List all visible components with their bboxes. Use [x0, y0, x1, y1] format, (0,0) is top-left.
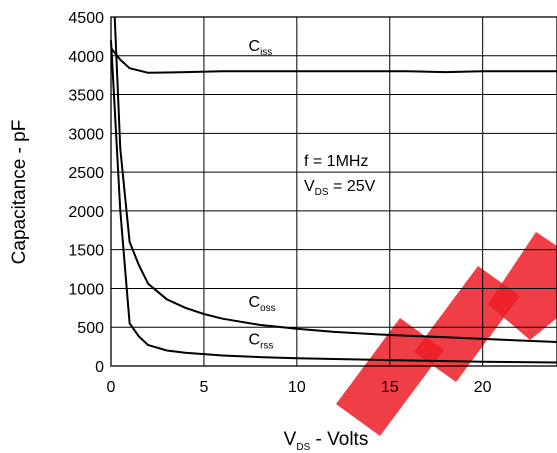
x-axis-label-main: V [284, 429, 297, 450]
annotation-vds: VDS = 25V [304, 178, 376, 198]
series-label-main: C [249, 331, 261, 348]
series-label-rss: Crss [249, 331, 274, 351]
x-tick-label: 5 [199, 379, 208, 396]
y-axis-label: Capacitance - pF [9, 120, 30, 265]
series-label-sub: iss [260, 47, 272, 58]
annotation-vds-main: V [304, 178, 315, 195]
series-label-sub: oss [260, 303, 276, 314]
y-tick-label: 1500 [68, 243, 104, 260]
annotation-frequency: f = 1MHz [304, 153, 368, 170]
watermark-block-1 [336, 318, 444, 436]
series-label-main: C [249, 38, 261, 55]
series-line-rss [110, 40, 557, 364]
y-tick-label: 0 [95, 359, 104, 376]
x-axis-label-rest: - Volts [310, 429, 368, 450]
series-line-iss [110, 47, 557, 74]
series-label-iss: Ciss [249, 38, 273, 58]
series-label-oss: Coss [249, 294, 276, 314]
series-line-oss [113, 16, 557, 343]
y-tick-label: 4000 [68, 49, 104, 66]
annotation-vds-rest: = 25V [329, 178, 376, 195]
y-tick-label: 2000 [68, 204, 104, 221]
grid-lines [111, 17, 557, 366]
y-tick-label: 500 [77, 320, 104, 337]
y-tick-label: 4500 [68, 10, 104, 27]
x-axis-label-sub: DS [296, 442, 310, 453]
series-label-main: C [249, 294, 261, 311]
series-label-sub: rss [260, 340, 273, 351]
x-axis-label: VDS - Volts [284, 429, 369, 453]
y-tick-label: 3500 [68, 88, 104, 105]
y-tick-label: 2500 [68, 165, 104, 182]
watermark-block-2 [414, 266, 520, 382]
watermark-logo [336, 232, 557, 436]
x-tick-label: 15 [381, 379, 399, 396]
plot-frame [110, 16, 557, 367]
series-layer [110, 16, 557, 364]
x-tick-label: 20 [474, 379, 492, 396]
x-tick-label: 10 [288, 379, 306, 396]
watermark-block-3 [488, 232, 557, 340]
y-tick-label: 1000 [68, 281, 104, 298]
x-tick-labels: 0 5 10 15 20 [107, 379, 492, 396]
y-tick-label: 3000 [68, 126, 104, 143]
x-tick-label: 0 [107, 379, 116, 396]
annotation-vds-sub: DS [315, 187, 329, 198]
y-tick-labels: 0 500 1000 1500 2000 2500 3000 3500 4000 4500 [68, 10, 104, 376]
